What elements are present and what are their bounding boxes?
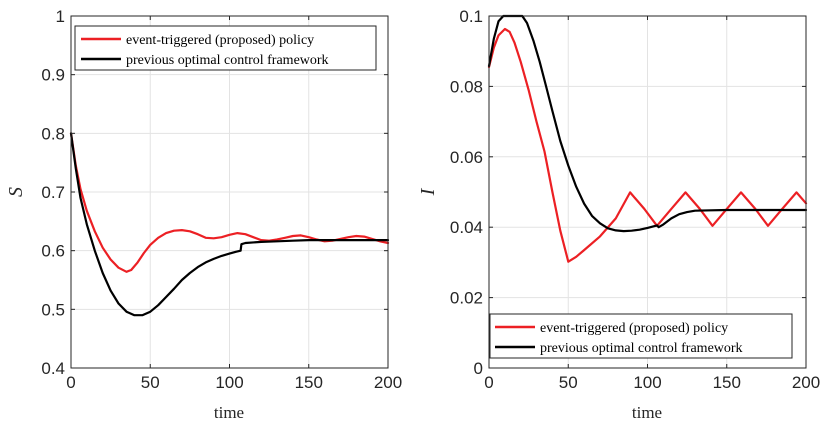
y-axis-label: I [417,187,439,196]
y-tick-label: 0 [474,359,483,378]
x-tick-label: 200 [792,373,820,392]
legend-label-event-triggered: event-triggered (proposed) policy [540,321,728,336]
x-tick-label: 50 [141,373,160,392]
y-tick-label: 0.06 [450,148,483,167]
legend-label-event-triggered: event-triggered (proposed) policy [126,33,314,48]
x-axis-label: time [632,403,662,422]
chart-panel-s: 0.40.50.60.70.80.91 0 50 100 150 200 time S … [5,7,402,422]
y-tick-label: 0.5 [41,300,65,319]
legend-box [74,25,377,71]
y-tick-label: 0.8 [41,124,65,143]
x-axis-label: time [214,403,244,422]
x-tick-label: 100 [633,373,661,392]
legend-label-previous-optimal: previous optimal control framework [126,53,329,68]
x-tick-labels: 0 50 100 150 200 [66,373,402,392]
y-tick-labels: 0 0.02 0.04 0.06 0.08 0.1 [450,7,483,378]
legend: event-triggered (proposed) policy previo… [74,25,377,71]
y-tick-label: 0.04 [450,218,483,237]
y-tick-label: 0.9 [41,66,65,85]
x-tick-label: 0 [484,373,493,392]
x-tick-label: 150 [713,373,741,392]
tick-marks [488,15,807,369]
series-line-previous-optimal [487,14,808,233]
y-tick-label: 0.08 [450,77,483,96]
series-line-previous-optimal [69,132,390,317]
y-tick-label: 0.4 [41,359,65,378]
x-tick-label: 200 [374,373,402,392]
series-lines [69,132,390,317]
y-tick-labels: 0.4 0.5 0.6 0.7 0.8 0.9 1 [41,7,65,378]
series-lines [487,14,808,263]
x-tick-label: 100 [215,373,243,392]
series-line-event-triggered [487,27,808,263]
y-axis-label: S [5,187,27,197]
y-tick-label: 0.6 [41,242,65,261]
legend-box [489,313,793,359]
x-tick-labels: 0 50 100 150 200 [484,373,820,392]
x-tick-label: 50 [559,373,578,392]
x-tick-label: 150 [295,373,323,392]
y-tick-label: 0.7 [41,183,65,202]
y-tick-label: 1 [56,7,65,26]
tick-marks [70,15,389,369]
legend: event-triggered (proposed) policy previo… [489,313,793,359]
y-tick-label: 0.1 [459,7,483,26]
chart-panel-i: 0 0.02 0.04 0.06 0.08 0.1 0 50 100 150 200 time I… [417,7,820,422]
y-tick-label: 0.02 [450,289,483,308]
legend-label-previous-optimal: previous optimal control framework [540,341,743,356]
x-tick-label: 0 [66,373,75,392]
